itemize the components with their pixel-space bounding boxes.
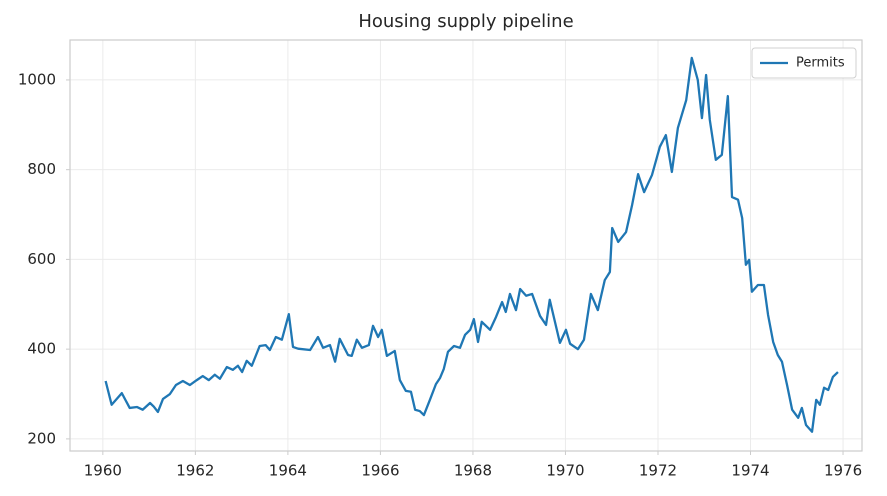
x-tick-label: 1972 — [639, 462, 677, 480]
chart-title: Housing supply pipeline — [358, 11, 573, 32]
x-tick-label: 1966 — [361, 462, 399, 480]
data-line — [104, 56, 839, 433]
x-tick-label: 1970 — [546, 462, 584, 480]
y-tick-label: 1000 — [18, 70, 56, 88]
legend: Permits — [751, 47, 857, 79]
x-tick-label: 1968 — [454, 462, 492, 480]
x-tick-label: 1976 — [824, 462, 862, 480]
legend-box — [751, 47, 857, 79]
plot-frame — [69, 39, 863, 452]
y-tick-label: 400 — [27, 340, 56, 358]
x-tick-label: 1974 — [731, 462, 769, 480]
y-tick-label: 200 — [27, 429, 56, 447]
x-tick-label: 1962 — [176, 462, 214, 480]
y-tick-label: 800 — [27, 160, 56, 178]
legend-label: Permits — [796, 56, 845, 71]
x-tick-label: 1964 — [269, 462, 307, 480]
x-tick-label: 1960 — [84, 462, 122, 480]
y-tick-label: 600 — [27, 250, 56, 268]
